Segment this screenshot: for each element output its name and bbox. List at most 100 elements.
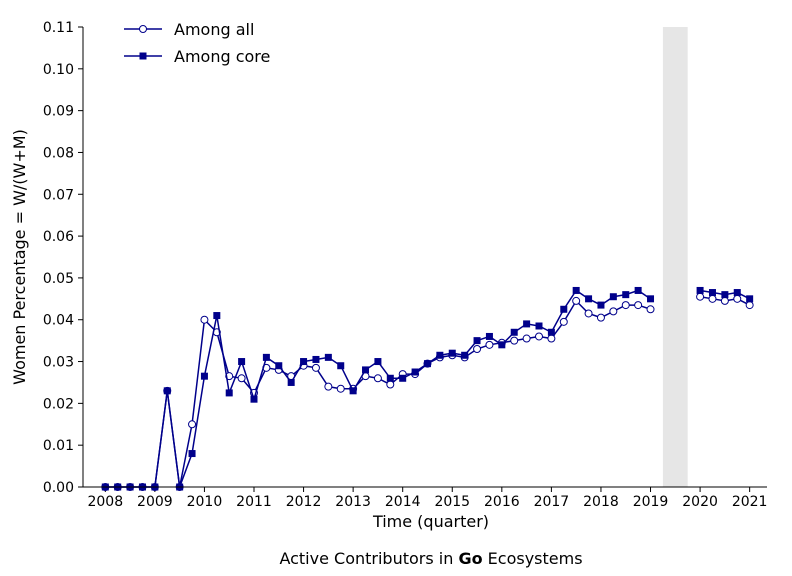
legend-marker-among-all: [139, 25, 147, 33]
data-point-among-core: [374, 358, 382, 366]
data-point-among-all: [621, 301, 630, 310]
series-among-core: [101, 286, 754, 491]
data-point-among-core: [436, 351, 444, 359]
x-tick-label: 2019: [633, 494, 669, 510]
x-axis-ticks: 2008 2009 2010 2011 2012 2013 2014 2015 2016 2017…: [87, 487, 767, 510]
data-point-among-all: [188, 420, 197, 429]
x-tick-label: 2016: [484, 494, 520, 510]
data-point-among-core: [485, 332, 493, 340]
series-line-among-all: [105, 299, 651, 488]
x-tick-label: 2008: [87, 494, 123, 510]
y-tick-label: 0.07: [43, 187, 74, 203]
data-point-among-core: [250, 395, 258, 403]
data-point-among-all: [584, 309, 593, 318]
data-point-among-all: [324, 382, 333, 391]
data-point-among-core: [634, 286, 642, 294]
x-tick-label: 2012: [286, 494, 322, 510]
data-point-among-core: [733, 289, 741, 297]
y-tick-label: 0.08: [43, 145, 74, 161]
series-line-among-core: [105, 289, 651, 488]
data-point-among-core: [200, 372, 208, 380]
data-point-among-core: [609, 293, 617, 301]
data-point-among-core: [746, 295, 754, 303]
data-point-among-core: [399, 374, 407, 382]
data-point-among-core: [647, 295, 655, 303]
x-axis-title: Time (quarter): [372, 512, 489, 531]
data-point-among-core: [461, 351, 469, 359]
x-tick-label: 2014: [385, 494, 421, 510]
data-point-among-all: [708, 294, 717, 303]
legend-marker-among-core: [139, 52, 147, 60]
x-tick-label: 2011: [236, 494, 272, 510]
data-point-among-core: [300, 358, 308, 366]
chart-caption: Active Contributors in Go Ecosystems: [279, 549, 582, 568]
y-tick-label: 0.10: [43, 62, 74, 78]
data-point-among-core: [225, 389, 233, 397]
data-point-among-all: [547, 334, 556, 343]
y-tick-label: 0.06: [43, 229, 74, 245]
data-point-among-core: [696, 286, 704, 294]
x-tick-label: 2020: [682, 494, 718, 510]
series-layer: [101, 286, 754, 491]
data-point-among-core: [560, 305, 568, 313]
data-point-among-core: [498, 341, 506, 349]
data-point-among-core: [535, 322, 543, 330]
data-point-among-all: [733, 294, 742, 303]
x-tick-label: 2010: [187, 494, 223, 510]
data-point-among-core: [585, 295, 593, 303]
data-point-among-all: [336, 384, 345, 393]
y-tick-label: 0.04: [43, 313, 74, 329]
y-tick-label: 0.11: [43, 20, 74, 36]
data-point-among-core: [287, 378, 295, 386]
y-tick-label: 0.02: [43, 396, 74, 412]
data-point-among-all: [510, 336, 519, 345]
y-tick-label: 0.03: [43, 355, 74, 371]
data-point-among-all: [720, 296, 729, 305]
data-point-among-all: [386, 380, 395, 389]
data-point-among-core: [622, 291, 630, 299]
series-among-all: [101, 292, 754, 491]
data-point-among-all: [237, 374, 246, 383]
data-point-among-all: [535, 332, 543, 341]
y-tick-label: 0.05: [43, 271, 74, 287]
data-point-among-core: [708, 289, 716, 297]
data-point-among-core: [324, 353, 332, 361]
data-point-among-core: [423, 360, 431, 368]
legend-label-among-core: Among core: [174, 47, 270, 66]
y-tick-label: 0.01: [43, 438, 74, 454]
data-point-among-core: [188, 450, 196, 458]
x-tick-label: 2009: [137, 494, 173, 510]
data-point-among-core: [523, 320, 531, 328]
data-point-among-all: [485, 340, 494, 349]
x-tick-label: 2017: [534, 494, 570, 510]
data-point-among-core: [362, 366, 370, 374]
data-point-among-all: [373, 374, 382, 383]
x-tick-label: 2013: [335, 494, 371, 510]
data-point-among-all: [596, 313, 605, 322]
data-point-among-core: [386, 374, 394, 382]
y-axis-title: Women Percentage = W/(W+M): [10, 129, 29, 385]
data-point-among-all: [473, 345, 482, 353]
data-point-among-core: [473, 337, 481, 345]
data-point-among-core: [337, 362, 345, 370]
data-point-among-all: [646, 305, 655, 314]
x-tick-label: 2021: [732, 494, 768, 510]
y-axis-ticks: 0.00 0.01 0.02 0.03 0.04 0.05 0.06 0.07 0.08 0.09…: [43, 20, 83, 496]
data-point-among-core: [547, 328, 555, 336]
data-point-among-core: [448, 349, 456, 357]
y-tick-label: 0.00: [43, 480, 74, 496]
data-point-among-core: [213, 312, 221, 320]
y-tick-label: 0.09: [43, 104, 74, 120]
data-point-among-all: [634, 301, 643, 310]
data-point-among-core: [721, 291, 729, 299]
legend: Among all Among core: [124, 20, 270, 66]
data-point-among-all: [696, 292, 705, 301]
data-point-among-core: [572, 286, 580, 294]
data-point-among-all: [200, 315, 209, 324]
data-point-among-core: [275, 362, 283, 370]
data-point-among-core: [597, 301, 605, 309]
data-point-among-all: [572, 296, 581, 305]
data-point-among-all: [522, 334, 531, 343]
data-point-among-core: [262, 353, 270, 361]
